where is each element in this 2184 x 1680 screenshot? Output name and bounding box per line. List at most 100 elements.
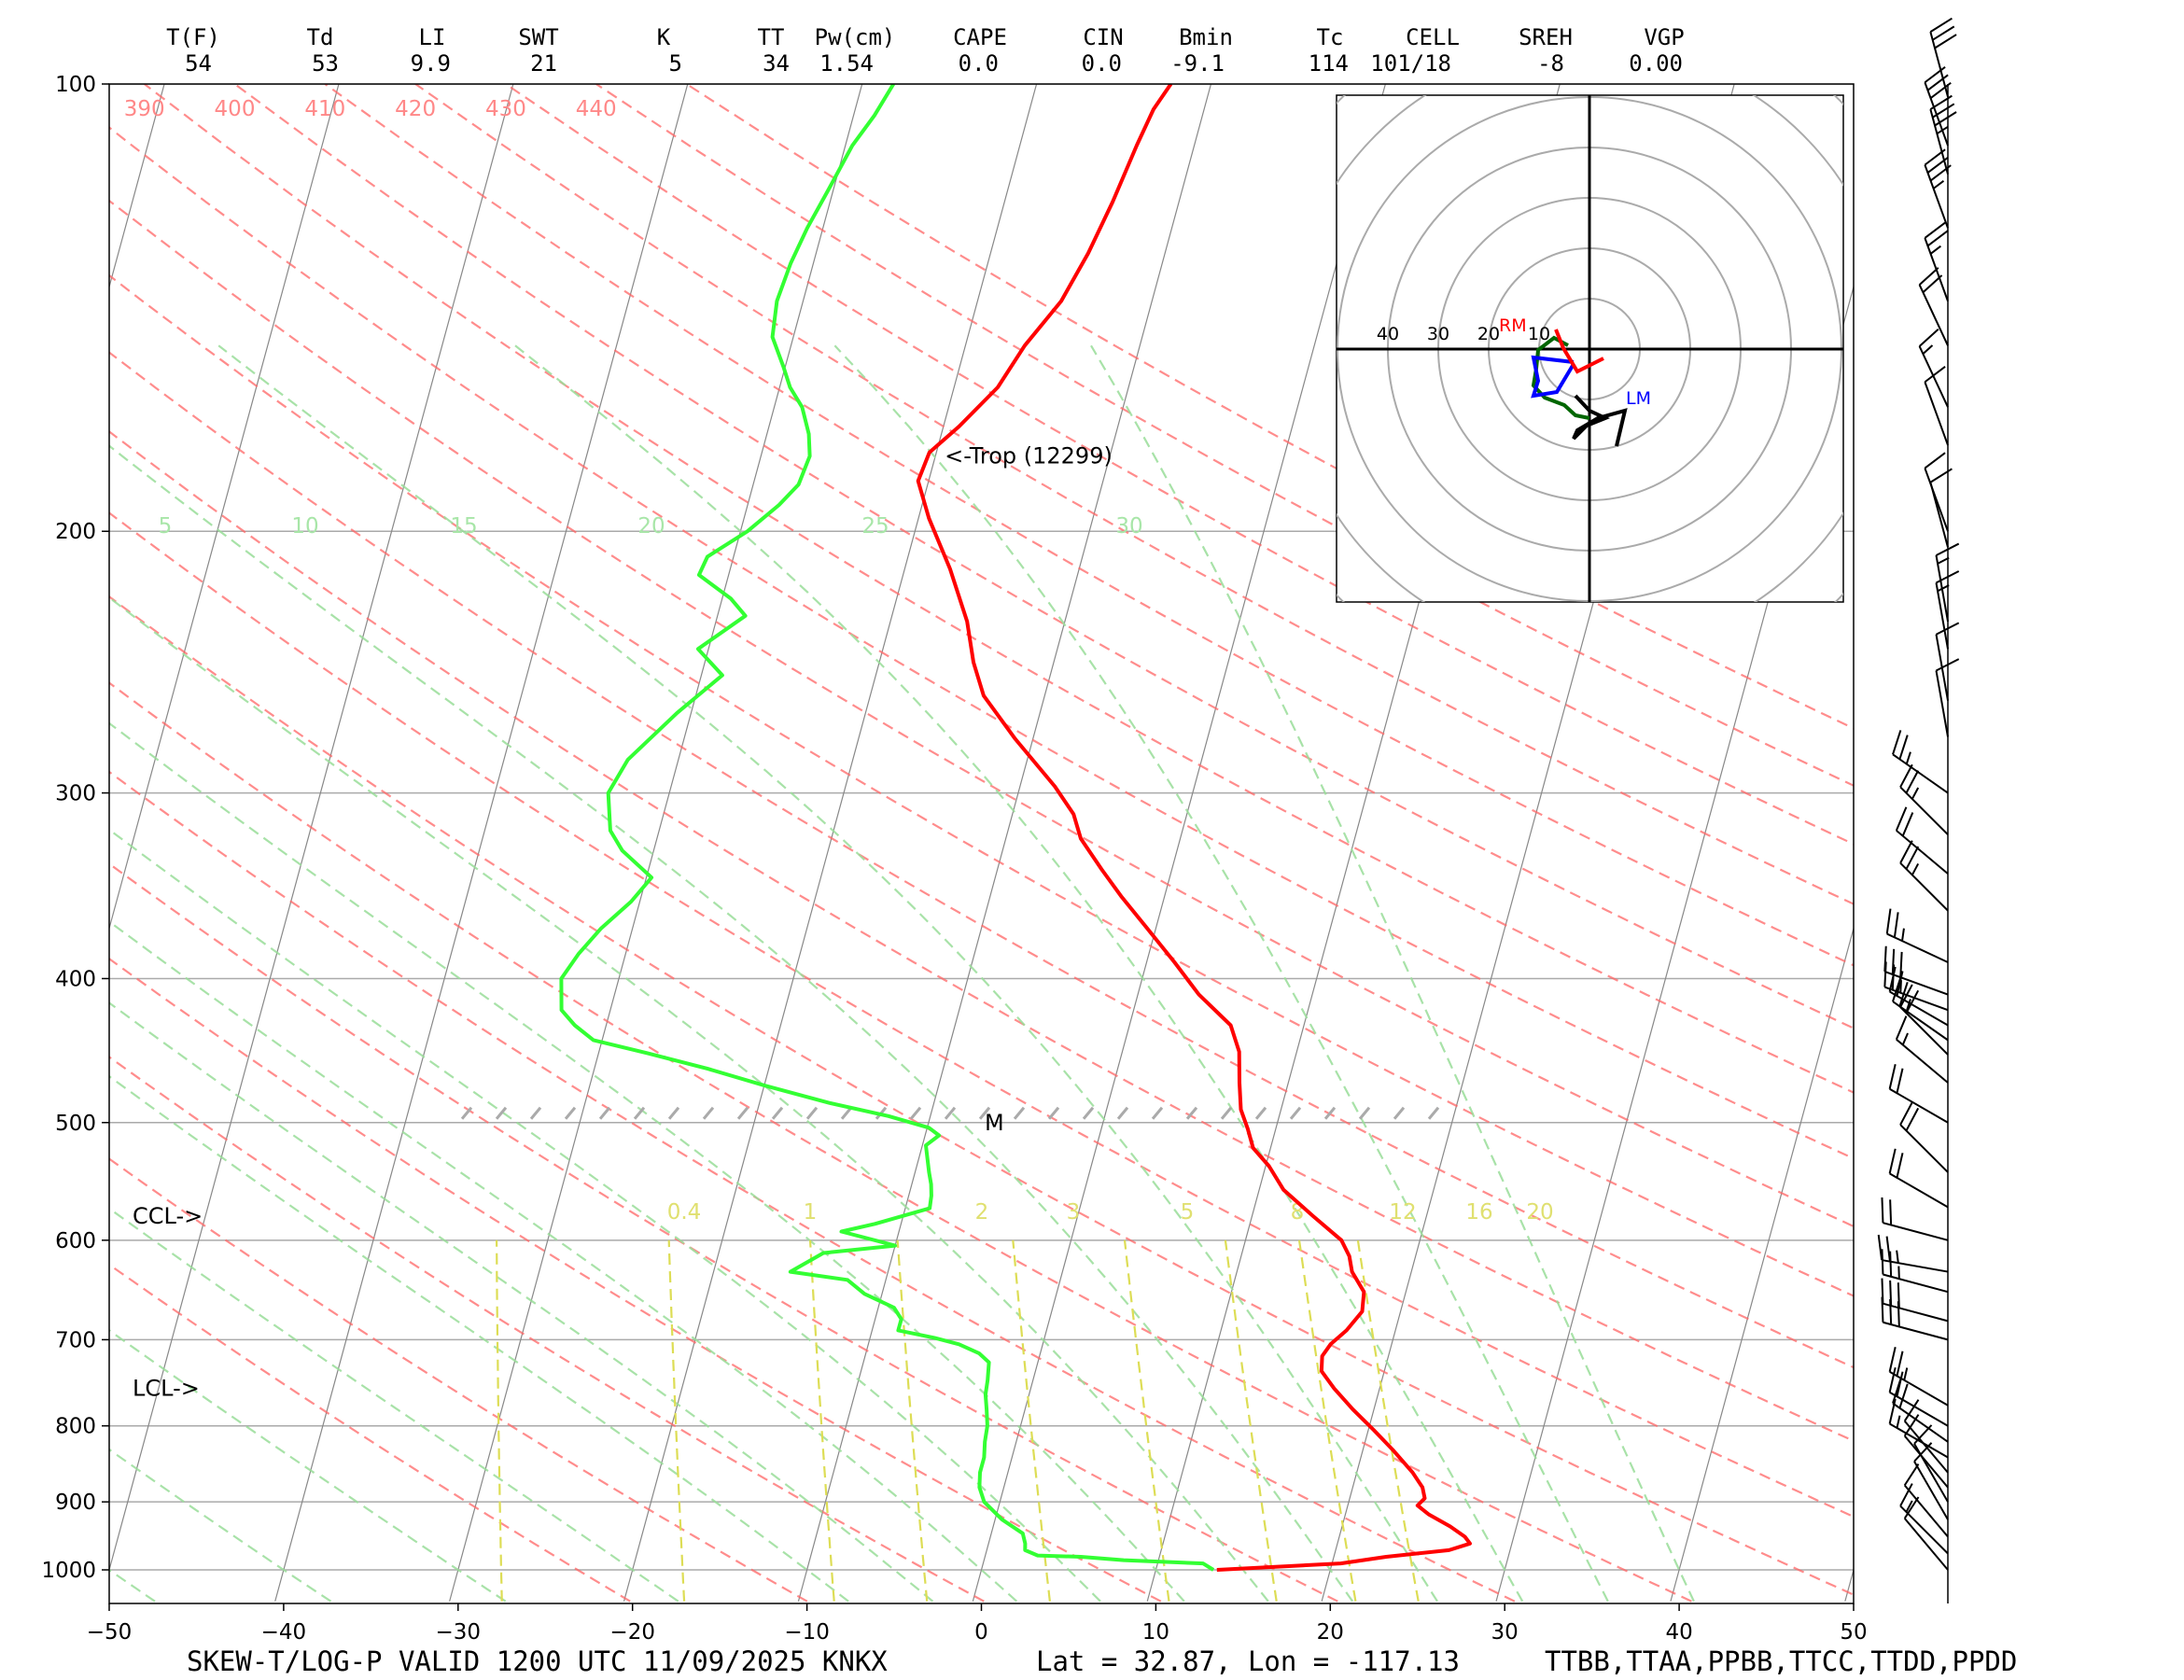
barb-shaft xyxy=(1918,284,1949,346)
barb-shaft xyxy=(1889,1370,1949,1407)
hatch-mark xyxy=(667,1106,680,1120)
x-axis: −50 −40 −30 −20 −10 0 10 20 30 40 50 xyxy=(87,1603,1868,1645)
x-tick-label: −20 xyxy=(609,1620,655,1645)
barb-flag xyxy=(1903,1414,1920,1437)
dry-adiabat-310 xyxy=(109,681,1692,1603)
barb-shaft xyxy=(1913,1461,1949,1520)
barb-flag xyxy=(1903,1496,1920,1519)
barb-flag xyxy=(1905,846,1920,870)
dry-adiabat-280 xyxy=(109,957,1162,1603)
barb-shaft xyxy=(1884,970,1949,996)
barb-flag xyxy=(1888,1148,1897,1174)
barb-flag xyxy=(1896,1371,1904,1397)
hodograph-trace-mid xyxy=(1531,355,1575,399)
barb-flag xyxy=(1888,1366,1897,1393)
moist-adiabat-label: 10 xyxy=(291,514,318,539)
hatch-mark xyxy=(944,1106,957,1120)
barb-flag xyxy=(1888,1347,1897,1372)
barb-shaft xyxy=(1892,753,1949,794)
isotherm--60 xyxy=(109,84,340,931)
barb-flag xyxy=(1896,1351,1904,1377)
header-value: 114 xyxy=(1309,50,1349,77)
moist-adiabat xyxy=(217,344,1438,1603)
sounding-profiles xyxy=(559,84,1472,1572)
barb-half-flag xyxy=(1933,179,1945,189)
barb-shaft xyxy=(1889,1422,1949,1459)
mixing-ratio-label: 0.4 xyxy=(667,1200,702,1225)
hodograph-ring-label: 20 xyxy=(1477,324,1500,344)
dry-adiabat-400 xyxy=(233,84,1854,1029)
header-label: CELL xyxy=(1406,24,1460,50)
moist-adiabat-label: 30 xyxy=(1115,514,1142,539)
barb-shaft xyxy=(1883,1222,1949,1241)
barb-flag xyxy=(1901,812,1914,837)
header-label: TT xyxy=(758,24,785,50)
dry-adiabat-260 xyxy=(109,1157,808,1603)
mixing-ratio-label: 12 xyxy=(1389,1200,1416,1225)
barb-flag xyxy=(1895,806,1908,832)
level-label: CCL-> xyxy=(133,1203,203,1229)
wind-level-hatching xyxy=(460,1106,1440,1120)
dry-adiabat-410 xyxy=(324,84,1854,967)
barb-flag xyxy=(1918,328,1939,347)
barb-flag xyxy=(1905,989,1920,1014)
x-tick-label: 30 xyxy=(1491,1620,1519,1645)
barb-shaft xyxy=(1899,862,1949,912)
barb-half-flag xyxy=(1903,1367,1909,1380)
hatch-mark xyxy=(1393,1106,1406,1120)
moist-adiabat xyxy=(109,828,1101,1603)
isentrope-label: 430 xyxy=(485,97,526,121)
isentrope-label: 410 xyxy=(304,97,345,121)
barb-half-flag xyxy=(1905,751,1911,764)
header-label: K xyxy=(657,24,671,50)
wind-barb xyxy=(1899,1101,1949,1173)
y-tick-label: 500 xyxy=(55,1112,96,1136)
header-label: Bmin xyxy=(1179,24,1233,50)
isotherm-50 xyxy=(1844,1567,1854,1602)
x-tick-label: 40 xyxy=(1665,1620,1692,1645)
wind-barb xyxy=(1895,806,1949,875)
barb-half-flag xyxy=(1911,787,1920,800)
barb-flag xyxy=(1936,542,1960,556)
barb-shaft xyxy=(1924,164,1949,229)
wind-barb xyxy=(1877,1234,1949,1273)
barb-shaft xyxy=(1924,237,1949,301)
barb-flag xyxy=(1888,1398,1897,1424)
footer-title: SKEW-T/LOG-P VALID 1200 UTC 11/09/2025 K… xyxy=(187,1645,888,1677)
mixing-ratio-line xyxy=(896,1239,929,1602)
dry-adiabat-380 xyxy=(109,126,1854,1160)
mixing-ratio-line xyxy=(1123,1239,1170,1602)
isotherm-40 xyxy=(1670,926,1854,1602)
barb-shaft xyxy=(1903,1484,1949,1538)
hatch-mark xyxy=(1013,1106,1026,1120)
wind-barb xyxy=(1899,763,1949,835)
barb-flag xyxy=(1934,111,1957,127)
barb-shaft xyxy=(1935,670,1949,737)
barb-half-flag xyxy=(1905,1500,1913,1513)
wind-barb xyxy=(1888,1398,1949,1459)
barb-shaft xyxy=(1881,1259,1949,1273)
hatch-mark xyxy=(702,1106,715,1120)
barb-shaft xyxy=(1935,634,1949,701)
tropopause-label: <-Trop (12299) xyxy=(945,443,1113,469)
barb-shaft xyxy=(1918,345,1949,408)
mixing-ratio-label: 1 xyxy=(804,1200,818,1225)
barb-shaft xyxy=(1899,1006,1949,1056)
wind-barb xyxy=(1899,1483,1949,1555)
header-value: 0.0 xyxy=(959,50,999,77)
isotherm--40 xyxy=(274,84,689,1602)
barb-flag xyxy=(1898,1383,1909,1408)
wind-barb xyxy=(1924,366,1949,446)
hodograph-ring-label: 10 xyxy=(1528,324,1550,344)
header-label: VGP xyxy=(1644,24,1684,50)
hodograph-ring-label: 40 xyxy=(1377,324,1399,344)
barb-shaft xyxy=(1899,1505,1949,1555)
y-tick-label: 1000 xyxy=(41,1559,96,1583)
header-value: -8 xyxy=(1537,50,1564,77)
isentrope-label: 440 xyxy=(576,97,617,121)
barb-flag xyxy=(1936,658,1960,672)
hatch-mark xyxy=(598,1106,611,1120)
max-wind-label: M xyxy=(985,1110,1004,1136)
wind-barb xyxy=(1888,1064,1949,1124)
